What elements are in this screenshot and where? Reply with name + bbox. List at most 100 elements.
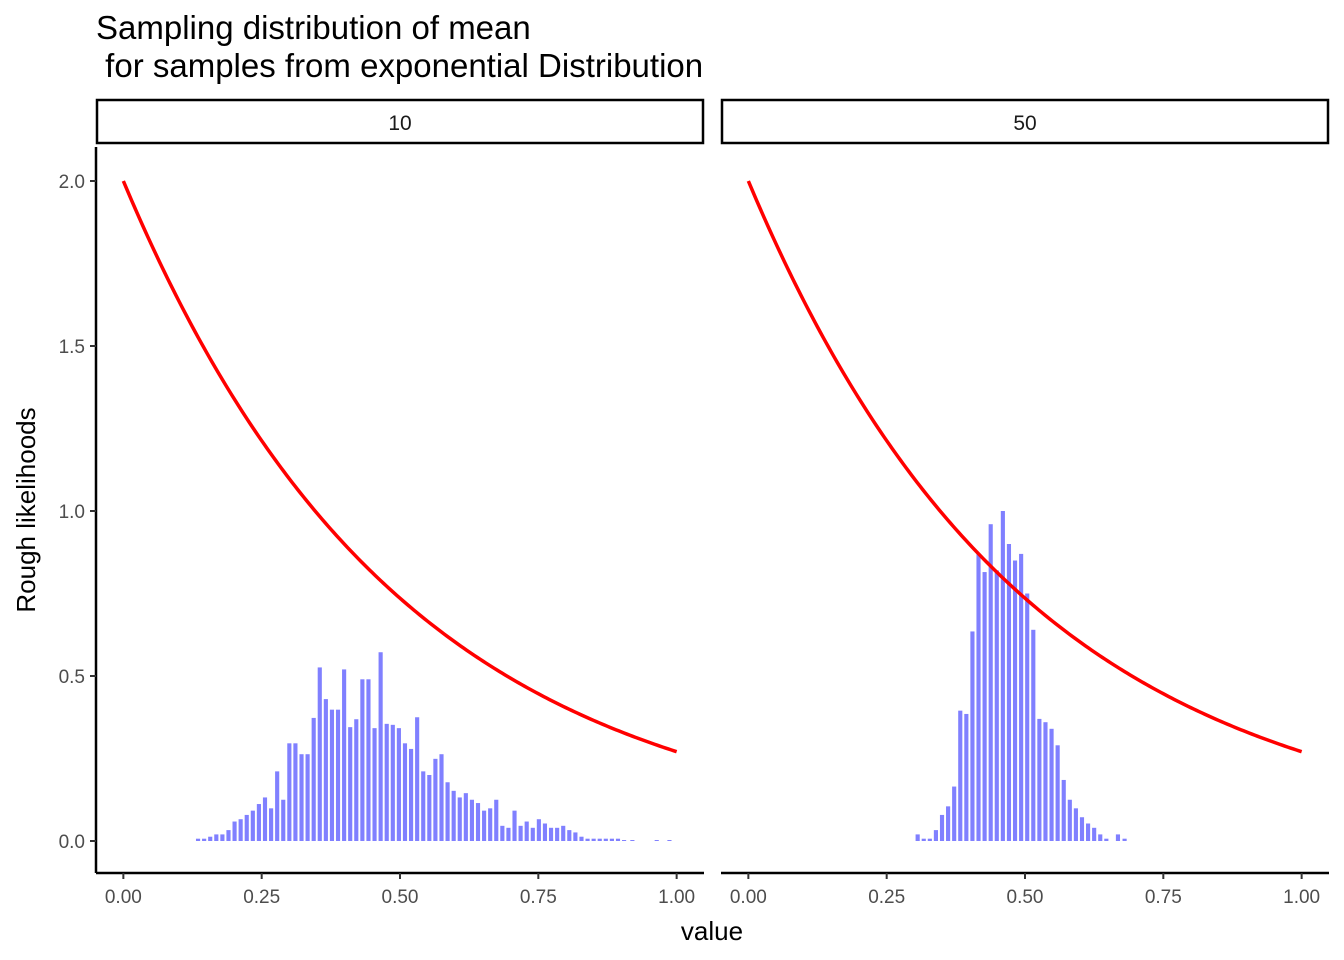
histogram-bar: [915, 834, 920, 841]
histogram-bar: [439, 754, 444, 841]
histogram-bar: [1079, 817, 1085, 841]
histogram-bar: [1104, 838, 1109, 841]
histogram-bar: [281, 799, 286, 841]
histogram-bar: [1098, 834, 1103, 841]
histogram-bar: [585, 838, 590, 841]
histogram-bar: [1049, 728, 1054, 841]
histogram-bar: [232, 821, 237, 841]
histogram-bar: [927, 838, 932, 841]
histogram-bar: [433, 758, 438, 841]
histogram-bar: [348, 727, 353, 841]
histogram-bar: [988, 524, 993, 841]
histogram-bar: [506, 827, 511, 841]
histogram-bar: [323, 699, 328, 841]
histogram-bar: [921, 838, 926, 841]
histogram-bar: [1115, 834, 1121, 841]
histogram-bar: [195, 838, 201, 841]
facet-strip: [720, 98, 1330, 145]
histogram-bar: [615, 838, 621, 841]
x-tick-label: 0.25: [243, 887, 280, 908]
histogram-bar: [1055, 745, 1060, 841]
facet-panels: 10 0.0 0.5 1.0 1.5 2.0 0.00 0.25 0.50 0.75 1.00 50 0…: [59, 98, 1330, 908]
histogram-bar: [488, 808, 493, 841]
x-tick-label: 0.25: [868, 887, 905, 908]
histogram-bar: [500, 825, 505, 841]
histogram-bar: [220, 834, 225, 841]
histogram-bar: [421, 771, 426, 841]
histogram-bar: [536, 819, 541, 841]
histogram-bar: [1025, 593, 1030, 841]
histogram-bar: [1012, 560, 1018, 841]
histogram-bar: [378, 652, 383, 841]
x-tick-label: 0.75: [1145, 887, 1182, 908]
histogram-bar: [933, 830, 938, 841]
histogram-bar: [994, 570, 999, 841]
x-tick-label: 0.00: [105, 887, 142, 908]
histogram-bar: [630, 840, 635, 841]
histogram-bar: [1019, 553, 1024, 841]
histogram-bar: [1073, 808, 1078, 841]
histogram-bar: [390, 724, 395, 841]
histogram-bar: [561, 825, 566, 841]
histogram-bar: [542, 823, 548, 841]
histogram-bar: [262, 797, 268, 841]
histogram-bar: [530, 827, 535, 841]
histogram-bar: [311, 717, 316, 841]
histogram-bar: [244, 814, 249, 841]
histogram-bar: [1086, 823, 1091, 841]
histogram-bar: [299, 754, 304, 841]
histogram-bar: [939, 814, 945, 841]
histogram-bar: [946, 806, 951, 841]
histogram-bar: [202, 838, 207, 841]
histogram-bar: [494, 799, 499, 841]
histogram-bar: [567, 830, 572, 841]
facet-strip-label: 50: [1013, 112, 1036, 135]
x-axis-title: value: [681, 916, 743, 946]
histogram-bar: [208, 836, 213, 841]
histogram-bar: [396, 728, 401, 841]
histogram-bar: [275, 771, 280, 841]
facet-panel-10: 10 0.0 0.5 1.0 1.5 2.0 0.00 0.25 0.50 0.75 1.00: [59, 98, 705, 908]
histogram-bar: [1031, 629, 1036, 841]
histogram-bar: [335, 709, 341, 841]
histogram-bar: [214, 834, 219, 841]
histogram-bar: [667, 840, 672, 841]
y-tick-label: 0.0: [59, 832, 85, 853]
facet-strip-label: 10: [388, 112, 411, 135]
histogram-bar: [609, 838, 614, 841]
histogram-bar: [354, 719, 359, 841]
histogram-bar: [372, 728, 377, 841]
chart-title-line-1: Sampling distribution of mean: [96, 9, 531, 46]
histogram-bar: [360, 679, 365, 841]
histogram-bar: [469, 799, 474, 841]
histogram-bar: [1006, 544, 1012, 841]
histogram-bar: [654, 840, 659, 841]
histogram-bar: [1061, 779, 1066, 841]
histogram-bar: [518, 825, 523, 841]
x-tick-label: 0.50: [1007, 887, 1044, 908]
histogram-bar: [287, 743, 292, 841]
histogram-bar: [402, 743, 408, 841]
histogram-bar: [964, 713, 969, 841]
histogram-bar: [384, 723, 389, 841]
facet-panel-50: 50 0.00 0.25 0.50 0.75 1.00: [720, 98, 1330, 908]
y-tick-label: 1.5: [59, 337, 85, 358]
histogram-bar: [982, 572, 987, 841]
histogram-bar: [250, 810, 255, 841]
histogram-bar: [952, 786, 957, 841]
histogram-bar: [524, 821, 529, 841]
histogram-bar: [622, 840, 627, 841]
histogram-bar: [1043, 722, 1048, 841]
y-tick-label: 0.5: [59, 667, 85, 688]
histogram-bar: [579, 836, 584, 841]
histogram-bar: [1067, 799, 1072, 841]
histogram-bar: [256, 804, 261, 841]
histogram-bar: [269, 808, 274, 841]
x-tick-label: 0.75: [520, 887, 557, 908]
histogram-bar: [451, 790, 456, 841]
histogram-bar: [958, 710, 963, 841]
histogram-bar: [482, 810, 487, 841]
histogram-bar: [427, 775, 432, 841]
histogram-bar: [1000, 511, 1005, 841]
